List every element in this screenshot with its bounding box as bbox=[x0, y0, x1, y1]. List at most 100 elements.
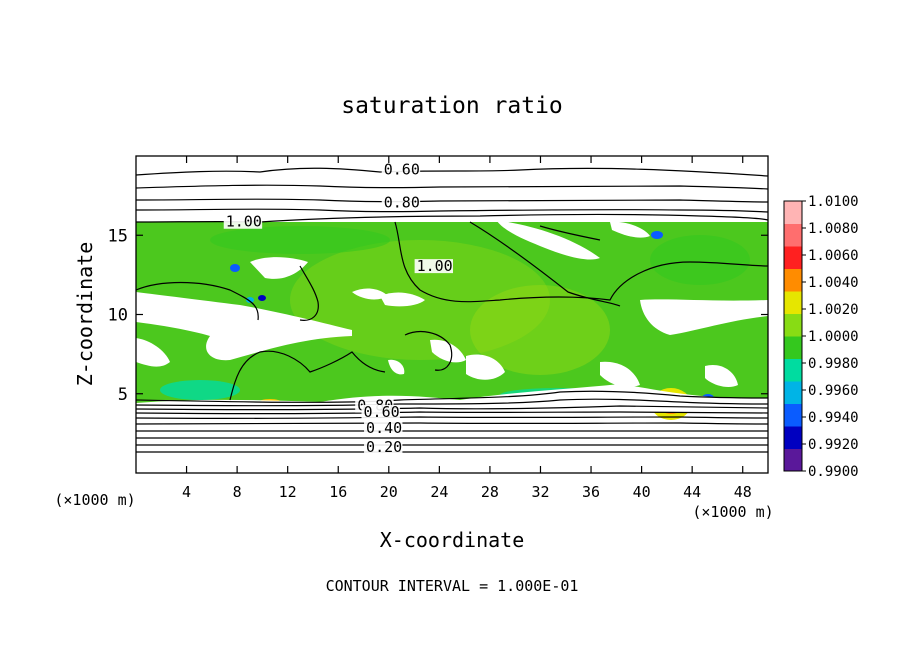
contour-interval-note: CONTOUR INTERVAL = 1.000E-01 bbox=[326, 577, 579, 595]
moist-region-highlight bbox=[650, 235, 750, 285]
contour-label-bg bbox=[381, 195, 421, 210]
x-tick-label: 8 bbox=[233, 483, 242, 501]
x-tick-label: 48 bbox=[734, 483, 752, 501]
x-tick-label: 16 bbox=[329, 483, 347, 501]
colorbar-tick-label: 0.9960 bbox=[808, 383, 859, 399]
contour-line bbox=[136, 411, 768, 415]
subsaturated-gap bbox=[388, 359, 405, 375]
x-tick-label: 20 bbox=[380, 483, 398, 501]
colorbar-segment bbox=[784, 426, 802, 449]
contour-label: 1.00 bbox=[417, 257, 453, 275]
colorbar-tick-label: 0.9940 bbox=[808, 410, 859, 426]
subsaturated-gap bbox=[496, 220, 600, 260]
subsaturated-gap bbox=[250, 257, 308, 279]
contour-line bbox=[539, 225, 601, 241]
contour-label: 0.20 bbox=[366, 438, 402, 456]
y-axis-ticks: 5 10 15 bbox=[108, 226, 768, 405]
colorbar-segment bbox=[784, 223, 802, 247]
subsaturated-gap bbox=[600, 361, 640, 387]
contour-label-bg bbox=[364, 439, 403, 454]
contour-line bbox=[136, 390, 768, 403]
colorbar-segment bbox=[784, 291, 802, 314]
contour-line bbox=[136, 184, 768, 190]
colorbar-segment bbox=[784, 381, 802, 404]
contour-label: 0.60 bbox=[364, 403, 400, 421]
contour-line bbox=[299, 265, 319, 321]
contour-line bbox=[136, 422, 768, 425]
subsaturated-gap bbox=[640, 299, 768, 335]
contour-line bbox=[404, 331, 453, 371]
chart-title: saturation ratio bbox=[341, 93, 563, 119]
colorbar-segment bbox=[784, 448, 802, 472]
colorbar-segment bbox=[784, 268, 802, 292]
subsaturated-gap bbox=[466, 354, 505, 380]
contour-label-bg bbox=[364, 420, 403, 435]
subsaturated-gap bbox=[136, 338, 170, 367]
subsaturated-gap bbox=[136, 292, 352, 361]
x-tick-label: 12 bbox=[279, 483, 297, 501]
moist-region-highlight bbox=[210, 226, 390, 254]
contour-line bbox=[136, 281, 259, 321]
colorbar-segment bbox=[784, 403, 802, 427]
colorbar-tick-label: 0.9980 bbox=[808, 356, 859, 372]
contour-label-bg bbox=[414, 259, 454, 274]
x-tick-label: 44 bbox=[683, 483, 701, 501]
subsaturated-gap bbox=[705, 364, 738, 388]
contour-label: 0.40 bbox=[366, 419, 402, 437]
contour-lines bbox=[136, 167, 768, 453]
x-tick-label: 28 bbox=[481, 483, 499, 501]
contour-line bbox=[136, 416, 768, 420]
colorbar-tick-label: 1.0040 bbox=[808, 275, 859, 291]
contour-label: 0.80 bbox=[384, 194, 420, 212]
contour-line bbox=[136, 398, 768, 407]
colorbar-segment bbox=[784, 313, 802, 337]
x-tick-label: 32 bbox=[531, 483, 549, 501]
x-axis-unit: (×1000 m) bbox=[692, 503, 773, 521]
subsaturation-spot bbox=[258, 295, 266, 301]
colorbar-segment bbox=[784, 201, 802, 224]
contour-line bbox=[136, 405, 768, 411]
contour-label: 1.00 bbox=[226, 213, 262, 231]
subsaturated-gap bbox=[610, 221, 650, 238]
dry-region bbox=[160, 380, 240, 400]
contour-line bbox=[469, 221, 621, 307]
contour-line bbox=[394, 221, 768, 303]
colorbar-segment bbox=[784, 358, 802, 382]
x-tick-label: 24 bbox=[430, 483, 448, 501]
contour-line bbox=[229, 350, 386, 401]
contour-label: 0.60 bbox=[384, 160, 420, 178]
colorbar-tick-label: 1.0080 bbox=[808, 221, 859, 237]
colorbar-segment bbox=[784, 246, 802, 269]
subsaturation-spot bbox=[246, 297, 254, 303]
subsaturated-gap bbox=[352, 288, 388, 300]
contour-label-bg bbox=[381, 162, 421, 177]
colorbar-tick-label: 1.0000 bbox=[808, 329, 859, 345]
subsaturated-gap bbox=[380, 292, 425, 307]
colorbar-tick-label: 0.9920 bbox=[808, 437, 859, 453]
colorbar-segment bbox=[784, 336, 802, 359]
heatmap-field bbox=[136, 220, 768, 420]
colorbar-tick-label: 1.0100 bbox=[808, 194, 859, 210]
x-axis-label: X-coordinate bbox=[380, 528, 525, 552]
contour-line bbox=[136, 198, 768, 203]
x-tick-label: 36 bbox=[582, 483, 600, 501]
y-tick-label: 10 bbox=[108, 306, 128, 326]
colorbar-tick-label: 1.0060 bbox=[808, 248, 859, 264]
contour-labels: 0.600.801.001.000.800.600.400.20 bbox=[223, 160, 454, 456]
y-tick-label: 15 bbox=[108, 226, 128, 246]
contour-label-bg bbox=[361, 404, 400, 419]
subsaturated-gap bbox=[430, 339, 466, 363]
y-axis-unit: (×1000 m) bbox=[54, 491, 135, 509]
y-tick-label: 5 bbox=[118, 385, 128, 405]
x-tick-label: 4 bbox=[182, 483, 191, 501]
x-tick-label: 40 bbox=[633, 483, 651, 501]
plot-area: 0.600.801.001.000.800.600.400.20 bbox=[135, 155, 769, 474]
moist-region-highlight bbox=[470, 285, 610, 375]
subsaturation-spot bbox=[230, 264, 240, 272]
contour-line bbox=[136, 208, 768, 213]
x-axis-ticks: 4 8 12 16 20 24 28 32 36 40 44 48 bbox=[182, 156, 752, 501]
colorbar-tick-label: 0.9900 bbox=[808, 464, 859, 480]
subsaturation-spot bbox=[651, 231, 663, 239]
y-axis-label: Z-coordinate bbox=[73, 242, 97, 387]
